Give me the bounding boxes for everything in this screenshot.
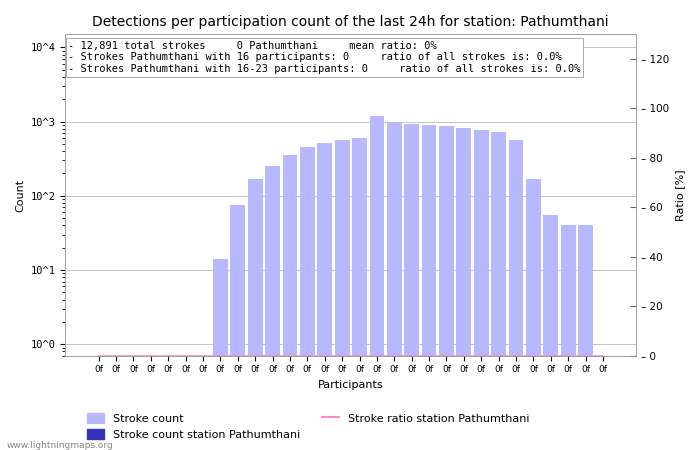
Bar (370, 356, 384, 450)
Stroke ratio station Pathumthani (321, 353, 329, 358)
Stroke ratio station Pathumthani (529, 353, 538, 358)
Stroke ratio station Pathumthani (199, 353, 207, 358)
Bar (317, 143, 332, 450)
Stroke ratio station Pathumthani (564, 353, 573, 358)
Y-axis label: Ratio [%]: Ratio [%] (675, 169, 685, 221)
Bar (161, 356, 176, 450)
Bar (300, 356, 315, 450)
Bar (596, 356, 610, 450)
Stroke ratio station Pathumthani (181, 353, 190, 358)
Stroke ratio station Pathumthani (130, 353, 138, 358)
Bar (421, 125, 437, 450)
Stroke ratio station Pathumthani (251, 353, 260, 358)
Bar (596, 356, 610, 450)
Bar (126, 356, 141, 450)
Stroke ratio station Pathumthani (146, 353, 155, 358)
Stroke ratio station Pathumthani (442, 353, 451, 358)
Stroke ratio station Pathumthani (338, 353, 346, 358)
Bar (578, 225, 593, 450)
Bar (178, 356, 193, 450)
Stroke ratio station Pathumthani (494, 353, 503, 358)
Stroke ratio station Pathumthani (268, 353, 277, 358)
Stroke ratio station Pathumthani (356, 353, 364, 358)
Stroke ratio station Pathumthani (286, 353, 294, 358)
Bar (405, 124, 419, 450)
Stroke ratio station Pathumthani (460, 353, 468, 358)
Bar (578, 356, 593, 450)
Bar (352, 138, 367, 450)
Stroke ratio station Pathumthani (477, 353, 485, 358)
Bar (387, 356, 402, 450)
Bar (283, 154, 298, 450)
Stroke ratio station Pathumthani (390, 353, 398, 358)
Bar (144, 356, 158, 450)
Bar (491, 132, 506, 450)
Bar (456, 356, 471, 450)
Bar (526, 356, 541, 450)
Bar (370, 116, 384, 450)
Bar (543, 215, 558, 450)
Bar (265, 356, 280, 450)
Bar (213, 356, 228, 450)
Bar (300, 147, 315, 450)
Bar (265, 166, 280, 450)
Bar (178, 356, 193, 450)
X-axis label: Participants: Participants (318, 380, 384, 390)
Bar (144, 356, 158, 450)
Bar (126, 356, 141, 450)
Legend: Stroke count, Stroke count station Pathumthani, Stroke ratio station Pathumthani: Stroke count, Stroke count station Pathu… (83, 409, 533, 445)
Bar (491, 356, 506, 450)
Text: www.lightningmaps.org: www.lightningmaps.org (7, 441, 113, 450)
Bar (230, 205, 245, 450)
Bar (108, 356, 123, 450)
Bar (526, 179, 541, 450)
Title: Detections per participation count of the last 24h for station: Pathumthani: Detections per participation count of th… (92, 15, 609, 29)
Stroke ratio station Pathumthani (303, 353, 312, 358)
Bar (230, 356, 245, 450)
Bar (108, 356, 123, 450)
Stroke ratio station Pathumthani (164, 353, 172, 358)
Bar (91, 356, 106, 450)
Stroke ratio station Pathumthani (216, 353, 225, 358)
Stroke ratio station Pathumthani (112, 353, 120, 358)
Y-axis label: Count: Count (15, 179, 25, 212)
Stroke ratio station Pathumthani (407, 353, 416, 358)
Bar (283, 356, 298, 450)
Bar (352, 356, 367, 450)
Bar (543, 356, 558, 450)
Bar (509, 356, 524, 450)
Stroke ratio station Pathumthani (598, 353, 607, 358)
Bar (387, 122, 402, 450)
Bar (195, 356, 211, 450)
Stroke ratio station Pathumthani (512, 353, 520, 358)
Bar (213, 259, 228, 450)
Stroke ratio station Pathumthani (94, 353, 103, 358)
Bar (248, 356, 262, 450)
Bar (421, 356, 437, 450)
Stroke ratio station Pathumthani (234, 353, 242, 358)
Bar (317, 356, 332, 450)
Stroke ratio station Pathumthani (547, 353, 555, 358)
Bar (561, 356, 575, 450)
Stroke ratio station Pathumthani (372, 353, 381, 358)
Text: - 12,891 total strokes     0 Pathumthani     mean ratio: 0%
- Strokes Pathumthan: - 12,891 total strokes 0 Pathumthani mea… (68, 41, 580, 74)
Bar (161, 356, 176, 450)
Stroke ratio station Pathumthani (582, 353, 590, 358)
Bar (405, 356, 419, 450)
Bar (335, 140, 349, 450)
Bar (509, 140, 524, 450)
Stroke ratio station Pathumthani (425, 353, 433, 358)
Bar (561, 225, 575, 450)
Bar (474, 356, 489, 450)
Bar (195, 356, 211, 450)
Bar (335, 356, 349, 450)
Bar (474, 130, 489, 450)
Bar (248, 179, 262, 450)
Bar (456, 128, 471, 450)
Bar (439, 126, 454, 450)
Bar (91, 356, 106, 450)
Bar (439, 356, 454, 450)
